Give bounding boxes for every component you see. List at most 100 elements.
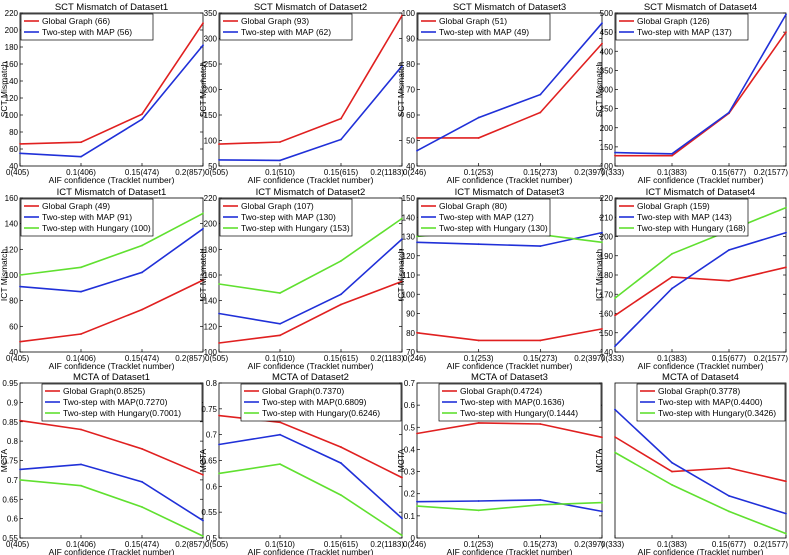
data-point xyxy=(340,494,342,497)
data-point xyxy=(477,339,480,342)
legend: Global Graph (51)Two-step with MAP (49) xyxy=(417,13,551,41)
data-point xyxy=(401,280,403,283)
chart-panel-8: ICT Mismatch of Dataset4 140 150 160 170 180 1… xyxy=(594,187,788,371)
data-point xyxy=(141,118,143,121)
data-point xyxy=(477,116,480,119)
legend: Global Graph(0.7370)Two-step with MAP(0.… xyxy=(240,383,402,422)
y-tick-label: 100 xyxy=(204,137,218,146)
legend-box xyxy=(240,383,402,422)
x-tick-label: 0.2(1577) xyxy=(754,540,789,549)
y-tick-label: 0 xyxy=(411,534,416,543)
legend-label: Two-step with MAP(0.7270) xyxy=(63,397,168,407)
y-tick-label: 0.6 xyxy=(206,482,218,491)
x-axis-label: AIF confidence (Tracklet number) xyxy=(49,361,175,371)
data-point xyxy=(785,13,787,16)
data-point xyxy=(279,463,281,466)
legend: Global Graph(0.4724)Two-step with MAP(0.… xyxy=(438,383,602,422)
x-tick-label: 0.2(397) xyxy=(574,168,604,177)
y-tick-label: 0.6 xyxy=(404,401,416,410)
data-point xyxy=(785,231,787,234)
y-tick-label: 120 xyxy=(5,245,19,254)
legend-label: Two-step with Hungary (130) xyxy=(439,223,548,233)
series-line-red xyxy=(614,436,787,483)
series-line-red xyxy=(417,43,603,139)
series-line-blue xyxy=(416,231,603,247)
y-tick-label: 0.65 xyxy=(2,495,18,504)
y-tick-label: 0.75 xyxy=(2,457,18,466)
legend-label: Global Graph (107) xyxy=(241,201,314,211)
data-point xyxy=(218,143,220,145)
series-line-red xyxy=(416,422,603,439)
x-tick-label: 0.2(1577) xyxy=(754,168,789,177)
legend-label: Global Graph (49) xyxy=(42,201,110,211)
x-tick-label: 0.15(474) xyxy=(125,540,160,549)
chart-panel-12: MCTA of Dataset4 MCTA 0(333) 0.1(383) 0.15(6… xyxy=(594,372,788,555)
legend-box xyxy=(417,198,551,237)
legend-label: Two-step with Hungary (100) xyxy=(42,223,151,233)
data-point xyxy=(340,138,342,141)
y-tick-label: 220 xyxy=(5,9,19,18)
data-point xyxy=(671,470,673,473)
y-tick-label: 180 xyxy=(5,43,19,52)
legend-label: Two-step with MAP (91) xyxy=(42,212,132,222)
y-tick-label: 150 xyxy=(204,111,218,120)
data-point xyxy=(80,333,82,335)
y-tick-label: 200 xyxy=(204,220,218,229)
series-line-blue xyxy=(218,433,403,519)
x-tick-label: 0.1(406) xyxy=(66,354,96,363)
data-point xyxy=(614,297,616,299)
x-tick-label: 0.2(1577) xyxy=(754,354,789,363)
chart-panel-2: SCT Mismatch of Dataset2 50 100 150 200 250 30… xyxy=(198,2,404,185)
y-tick-label: 120 xyxy=(5,94,19,103)
y-axis-label: SCT Mismatch xyxy=(198,61,208,117)
legend-label: Two-step with Hungary(0.6246) xyxy=(262,408,380,418)
data-point xyxy=(601,241,603,244)
data-point xyxy=(80,266,82,269)
data-point xyxy=(416,432,418,435)
y-tick-label: 70 xyxy=(406,86,415,95)
data-point xyxy=(340,117,342,120)
y-tick-label: 100 xyxy=(402,290,416,299)
y-tick-label: 0.8 xyxy=(206,379,218,388)
legend-label: Global Graph(0.7370) xyxy=(262,386,344,396)
legend-label: Two-step with MAP (137) xyxy=(637,27,732,37)
y-tick-label: 200 xyxy=(600,124,614,133)
y-tick-label: 140 xyxy=(5,77,19,86)
legend-box xyxy=(636,383,786,422)
data-point xyxy=(601,231,603,234)
series-line-green xyxy=(19,212,204,276)
data-point xyxy=(539,499,542,501)
data-point xyxy=(728,111,730,114)
legend-box xyxy=(615,13,749,41)
chart-panel-9: MCTA of Dataset1 0.55 0.6 0.65 0.7 0.75 0.8 0.8… xyxy=(0,372,205,555)
y-tick-label: 250 xyxy=(204,60,218,69)
y-tick-label: 150 xyxy=(600,143,614,152)
data-point xyxy=(614,151,616,154)
x-tick-label: 0.2(1183) xyxy=(370,168,404,177)
y-tick-label: 0.5 xyxy=(206,534,218,543)
y-tick-label: 220 xyxy=(600,194,614,203)
x-tick-label: 0.1(510) xyxy=(265,540,295,549)
y-tick-label: 160 xyxy=(5,60,19,69)
data-point xyxy=(80,463,82,466)
y-axis-label: ICT Mismatch xyxy=(594,249,604,302)
x-tick-label: 0.15(273) xyxy=(523,540,558,549)
y-tick-label: 150 xyxy=(402,194,416,203)
chart-title: MCTA of Dataset3 xyxy=(471,372,548,383)
legend-label: Two-step with MAP (49) xyxy=(439,27,529,37)
legend-label: Global Graph(0.3778) xyxy=(658,386,740,396)
series-line-red xyxy=(614,266,787,317)
data-point xyxy=(401,517,403,520)
y-axis-label: MCTA xyxy=(198,448,208,472)
y-tick-label: 140 xyxy=(204,297,218,306)
x-tick-label: 0(333) xyxy=(601,540,624,549)
y-tick-label: 70 xyxy=(406,348,415,357)
data-point xyxy=(614,436,616,438)
series-line-blue xyxy=(614,14,787,155)
x-tick-label: 0.2(1183) xyxy=(370,540,404,549)
legend-label: Two-step with MAP(0.1636) xyxy=(460,397,565,407)
data-point xyxy=(202,535,204,537)
chart-panel-11: MCTA of Dataset3 0 0.1 0.2 0.3 0.4 0.5 0.6 0.7 MC… xyxy=(396,372,604,555)
data-point xyxy=(539,245,542,248)
x-tick-label: 0(505) xyxy=(205,540,228,549)
